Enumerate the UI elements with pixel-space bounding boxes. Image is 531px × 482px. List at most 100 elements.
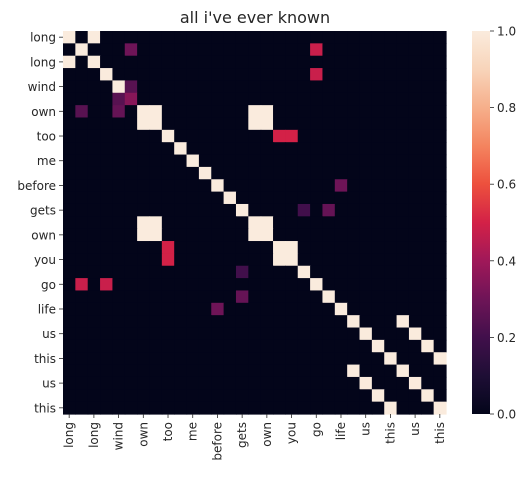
heatmap-cell — [384, 327, 398, 341]
heatmap-cell — [124, 228, 138, 242]
heatmap-cell — [223, 117, 237, 131]
heatmap-cell — [347, 253, 361, 267]
heatmap-cell — [186, 290, 200, 304]
heatmap-cell — [186, 129, 200, 143]
heatmap-cell — [124, 278, 138, 292]
x-tick-label: go — [309, 422, 323, 437]
heatmap-cell — [408, 92, 422, 106]
heatmap-cell — [112, 68, 126, 82]
heatmap-cell — [421, 216, 435, 230]
heatmap-cell — [198, 191, 212, 205]
heatmap-cell — [161, 352, 175, 366]
heatmap-cell — [371, 166, 385, 180]
heatmap-cell — [198, 315, 212, 329]
heatmap-cell — [100, 352, 114, 366]
heatmap-cell — [347, 278, 361, 292]
heatmap-cell — [273, 401, 286, 415]
heatmap-cell — [198, 166, 212, 180]
heatmap-cell — [334, 142, 348, 156]
heatmap-cell — [186, 179, 200, 193]
y-tick-label: us — [42, 327, 56, 341]
heatmap-cell — [63, 364, 76, 378]
heatmap-cell — [297, 179, 311, 193]
heatmap-cell — [384, 401, 398, 415]
heatmap-cell — [75, 203, 89, 217]
heatmap-cell — [75, 389, 89, 403]
heatmap-cell — [63, 389, 76, 403]
heatmap-cell — [87, 302, 101, 316]
heatmap-cell — [211, 290, 225, 304]
heatmap-cell — [334, 265, 348, 279]
heatmap-cell — [87, 339, 101, 353]
heatmap-cell — [421, 339, 435, 353]
heatmap-cell — [248, 228, 262, 242]
heatmap-cell — [322, 401, 336, 415]
heatmap-cell — [334, 216, 348, 230]
heatmap-cell — [273, 31, 286, 44]
heatmap-cell — [186, 55, 200, 69]
heatmap-cell — [322, 364, 336, 378]
heatmap-cell — [112, 265, 126, 279]
y-tick-label: this — [34, 352, 56, 366]
heatmap-cell — [421, 117, 435, 131]
heatmap-cell — [359, 401, 373, 415]
heatmap-cell — [347, 43, 361, 57]
heatmap-cell — [359, 253, 373, 267]
heatmap-cell — [161, 278, 175, 292]
heatmap-cell — [371, 302, 385, 316]
heatmap-cell — [408, 389, 422, 403]
heatmap-cell — [285, 55, 299, 69]
heatmap-cell — [396, 117, 410, 131]
heatmap-cell — [322, 179, 336, 193]
heatmap-cell — [408, 80, 422, 94]
heatmap-cell — [359, 278, 373, 292]
heatmap-cell — [112, 352, 126, 366]
heatmap-cell — [112, 389, 126, 403]
heatmap-cell — [248, 401, 262, 415]
heatmap-cell — [75, 80, 89, 94]
heatmap-cell — [310, 105, 324, 119]
heatmap-cell — [161, 315, 175, 329]
heatmap-cell — [347, 105, 361, 119]
heatmap-cell — [334, 401, 348, 415]
heatmap-cell — [260, 31, 274, 44]
heatmap-cell — [285, 376, 299, 390]
heatmap-cell — [149, 241, 163, 254]
heatmap-cell — [322, 68, 336, 82]
heatmap-cell — [260, 315, 274, 329]
heatmap-cell — [359, 191, 373, 205]
heatmap-cell — [211, 142, 225, 156]
heatmap-cell — [137, 203, 151, 217]
heatmap-cell — [297, 43, 311, 57]
heatmap-cell — [137, 31, 151, 44]
heatmap-cell — [211, 401, 225, 415]
heatmap-cell — [347, 92, 361, 106]
heatmap-cell — [384, 129, 398, 143]
heatmap-cell — [87, 154, 101, 168]
heatmap-cell — [137, 105, 151, 119]
heatmap-cell — [124, 117, 138, 131]
heatmap-cell — [371, 179, 385, 193]
heatmap-cell — [87, 80, 101, 94]
heatmap-cell — [75, 166, 89, 180]
heatmap-cell — [260, 154, 274, 168]
heatmap-cell — [371, 216, 385, 230]
heatmap-cell — [322, 80, 336, 94]
heatmap-cell — [359, 117, 373, 131]
heatmap-cell — [149, 129, 163, 143]
heatmap-cell — [137, 154, 151, 168]
heatmap-cell — [285, 142, 299, 156]
heatmap-cell — [285, 92, 299, 106]
heatmap-cell — [198, 43, 212, 57]
heatmap-cell — [273, 142, 286, 156]
heatmap-cell — [334, 80, 348, 94]
heatmap-cell — [285, 265, 299, 279]
heatmap-cell — [75, 216, 89, 230]
heatmap-cell — [87, 401, 101, 415]
y-tick-label: me — [37, 154, 56, 168]
heatmap-cell — [273, 241, 286, 254]
heatmap-cell — [198, 142, 212, 156]
heatmap-cell — [384, 278, 398, 292]
heatmap-cell — [186, 154, 200, 168]
heatmap-cell — [347, 68, 361, 82]
